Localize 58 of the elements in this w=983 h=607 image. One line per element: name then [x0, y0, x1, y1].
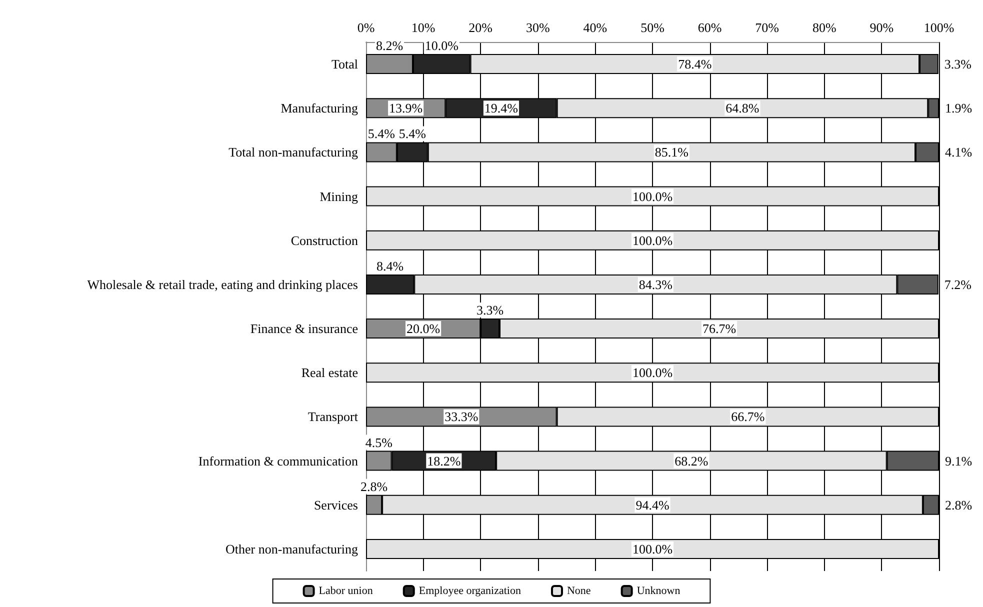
- data-label: 9.1%: [945, 453, 972, 468]
- data-label: 66.7%: [731, 409, 765, 424]
- x-tick-label: 80%: [812, 20, 836, 35]
- data-label: 5.4%: [398, 126, 426, 142]
- data-label: 18.2%: [427, 453, 461, 468]
- y-tick-label: Information & communication: [198, 453, 358, 468]
- data-label: 68.2%: [674, 453, 708, 468]
- data-label: 4.5%: [365, 434, 393, 450]
- x-tick-label: 20%: [468, 20, 493, 35]
- legend-label: Employee organization: [418, 585, 522, 597]
- data-label: 3.3%: [944, 56, 972, 72]
- y-tick-label: Real estate: [301, 365, 358, 380]
- data-label: 85.1%: [654, 144, 689, 160]
- y-tick-label: Total: [331, 56, 358, 72]
- data-label: 19.4%: [484, 100, 518, 116]
- x-tick-label: 100%: [924, 20, 954, 35]
- data-label: 64.8%: [726, 100, 760, 116]
- x-tick-label: 30%: [526, 20, 550, 35]
- x-tick-label: 70%: [755, 20, 780, 35]
- y-tick-label: Transport: [308, 409, 358, 424]
- y-tick-label: Manufacturing: [280, 100, 358, 116]
- y-tick-label: Total non-manufacturing: [228, 144, 358, 160]
- data-label: 2.8%: [360, 478, 388, 494]
- data-label: 10.0%: [424, 38, 459, 54]
- data-label: 100.0%: [632, 365, 673, 380]
- x-tick-label: 60%: [698, 20, 722, 35]
- legend-label: Unknown: [636, 585, 681, 597]
- data-label: 100.0%: [632, 188, 673, 204]
- data-label: 7.2%: [944, 276, 972, 292]
- data-label: 76.7%: [702, 321, 736, 336]
- legend-label: None: [566, 585, 591, 597]
- data-label: 2.8%: [945, 497, 972, 512]
- data-label: 8.4%: [376, 258, 404, 274]
- y-tick-label: Services: [314, 497, 358, 512]
- y-tick-label: Wholesale & retail trade, eating and drinking places: [87, 276, 358, 292]
- x-tick-label: 40%: [583, 20, 608, 35]
- data-label: 84.3%: [638, 276, 673, 292]
- data-label: 4.1%: [945, 144, 972, 160]
- data-label: 100.0%: [632, 541, 673, 556]
- data-label: 100.0%: [632, 232, 673, 248]
- x-tick-label: 90%: [870, 20, 894, 35]
- data-label: 33.3%: [444, 409, 478, 424]
- legend-label: Labor union: [318, 585, 374, 597]
- y-tick-label: Finance & insurance: [250, 321, 358, 336]
- y-tick-label: Other non-manufacturing: [226, 541, 358, 556]
- y-tick-label: Mining: [320, 188, 358, 204]
- data-label: 20.0%: [406, 321, 440, 336]
- data-label: 94.4%: [636, 497, 670, 512]
- x-tick-label: 10%: [411, 20, 436, 35]
- y-tick-label: Construction: [290, 232, 358, 248]
- data-label: 78.4%: [678, 56, 712, 72]
- data-label: 1.9%: [945, 100, 972, 116]
- x-tick-label: 50%: [640, 20, 665, 35]
- data-label: 8.2%: [376, 38, 404, 54]
- x-tick-label: 0%: [357, 20, 375, 35]
- data-label: 5.4%: [368, 126, 396, 142]
- data-label: 13.9%: [389, 100, 423, 116]
- data-label: 3.3%: [476, 302, 504, 318]
